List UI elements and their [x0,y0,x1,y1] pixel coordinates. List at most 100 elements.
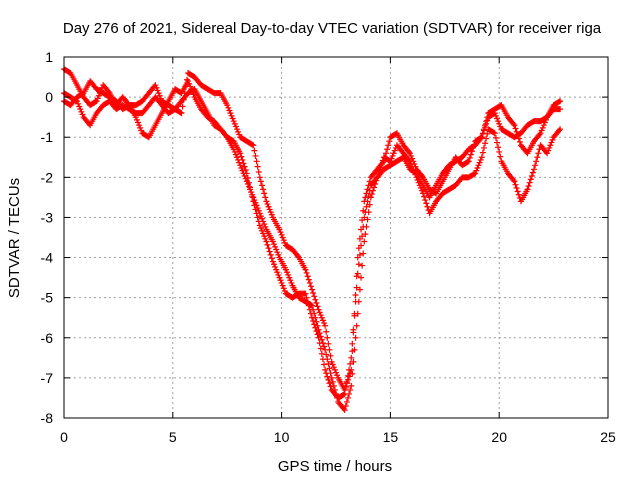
data-point [418,187,425,194]
data-point [79,111,86,118]
data-point [469,148,475,155]
data-point [511,122,518,129]
data-point [137,124,144,131]
data-point [532,162,539,169]
data-point [157,95,164,102]
data-point [495,144,502,151]
data-point [313,328,320,335]
y-tick-label: -4 [41,250,54,266]
data-point [255,218,262,225]
data-point [355,261,362,268]
data-point [233,154,240,161]
data-point [344,394,351,401]
data-point [334,372,341,379]
data-point [177,109,184,116]
data-point [375,170,382,177]
data-point [484,114,491,121]
data-point [265,203,272,210]
data-point [78,108,85,115]
series-3 [61,70,564,393]
data-point [362,194,369,201]
data-point [134,119,141,126]
data-point [412,171,419,178]
data-point [94,95,101,102]
data-point [511,178,518,185]
x-tick-label: 10 [274,429,290,445]
data-marks [61,66,564,413]
data-point [259,182,266,189]
data-point [381,154,388,161]
data-point [259,215,266,222]
data-point [346,373,353,380]
data-point [497,123,504,130]
data-point [328,374,335,381]
data-point [360,250,367,257]
data-point [383,150,390,157]
data-point [263,238,270,245]
data-point [515,191,522,198]
data-point [387,158,394,165]
y-tick-label: -5 [41,290,54,306]
data-point [307,310,314,317]
data-point [178,110,185,117]
data-point [239,167,246,174]
data-point [328,358,335,365]
y-tick-label: -1 [41,129,54,145]
data-point [228,112,235,119]
data-point [514,132,521,139]
data-point [321,320,328,327]
data-point [240,160,247,167]
data-point [371,184,378,191]
data-point [303,269,310,276]
data-point [268,211,275,218]
x-tick-label: 15 [383,429,399,445]
data-point [278,231,285,238]
data-point [314,331,321,338]
data-point [513,185,520,192]
data-point [343,398,350,405]
data-point [249,193,256,200]
data-point [325,376,332,383]
data-point [275,271,282,278]
data-point [306,279,313,286]
data-point [556,98,563,105]
data-point [251,147,258,154]
data-point [347,386,354,393]
data-point [536,131,543,138]
data-point [416,182,423,189]
data-point [245,179,252,186]
data-point [274,269,281,276]
data-point [549,136,556,143]
data-point [557,98,564,105]
data-point [322,322,329,329]
data-point [231,148,238,155]
data-point [363,190,370,197]
data-point [279,234,286,241]
data-point [472,170,479,177]
data-point [227,110,234,117]
data-point [516,138,523,145]
data-point [316,340,323,347]
data-point [539,124,546,131]
data-point [352,334,359,341]
data-point [557,106,564,113]
data-point [93,98,100,105]
data-point [389,152,396,159]
data-point [95,92,102,99]
data-point [467,151,474,158]
data-point [411,160,418,167]
data-point [281,287,288,294]
data-point [256,174,263,181]
data-point [406,150,413,157]
data-point [242,166,249,173]
data-point [557,126,564,133]
data-point [534,154,541,161]
data-point [262,223,269,230]
data-point [287,277,294,284]
data-point [275,251,282,258]
data-point [305,302,312,309]
data-point [547,142,554,149]
data-point [252,152,259,159]
data-point [252,206,259,213]
data-point [309,286,316,293]
